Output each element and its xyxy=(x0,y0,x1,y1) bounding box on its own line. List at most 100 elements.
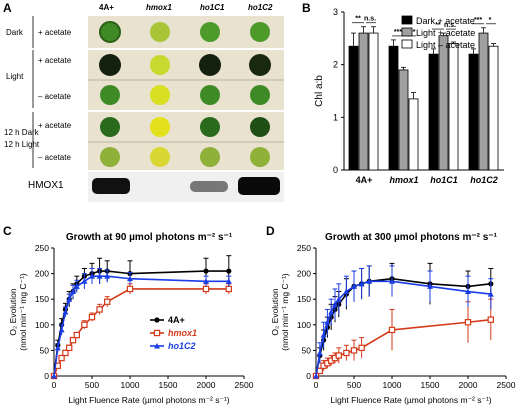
data-point xyxy=(66,296,73,302)
legend-label: 4A+ xyxy=(168,315,185,325)
x-tick-label: 2500 xyxy=(235,380,254,390)
legend-swatch xyxy=(401,39,413,49)
y-axis-label-units: (nmol min⁻¹ mg C⁻¹) xyxy=(18,273,28,351)
x-tick-label: 500 xyxy=(347,380,361,390)
x-tick-label: 2500 xyxy=(497,380,516,390)
data-point xyxy=(487,316,494,323)
legend-label: ho1C2 xyxy=(168,341,196,351)
x-tick-label: ho1C1 xyxy=(430,175,458,185)
y-axis-label: Chl a:b xyxy=(314,75,325,107)
data-point xyxy=(73,283,80,289)
col-header-ho1c1: ho1C1 xyxy=(200,3,225,12)
col-header-hmox1: hmox1 xyxy=(146,3,172,12)
bar xyxy=(468,53,479,171)
y-axis-label: O₂ Evolution xyxy=(8,288,18,336)
panel-b-letter: B xyxy=(302,1,311,15)
x-tick-label: 0 xyxy=(314,380,319,390)
y-tick-label: 1 xyxy=(333,112,338,122)
chart-c: Growth at 90 µmol photons m⁻² s⁻¹ 0 50 100 1… xyxy=(8,232,254,405)
data-point xyxy=(350,347,358,354)
data-point xyxy=(343,349,350,357)
row-label-light: Light xyxy=(6,72,24,81)
legend-swatch xyxy=(401,27,413,37)
sig-mark: n.s. xyxy=(364,16,376,23)
legend-swatch xyxy=(401,15,413,25)
sig-mark: ** xyxy=(435,22,441,29)
chart-title: Growth at 90 µmol photons m⁻² s⁻¹ xyxy=(66,232,233,243)
y-tick-label: 2 xyxy=(333,60,338,70)
data-point xyxy=(335,296,342,302)
legend-marker xyxy=(153,329,161,337)
data-point xyxy=(225,285,232,293)
y-tick-label: 200 xyxy=(35,269,49,279)
y-tick-label: 250 xyxy=(35,243,49,253)
row-label-dark: Dark xyxy=(6,28,23,37)
x-tick-label: 4A+ xyxy=(356,175,373,185)
data-point xyxy=(427,283,433,289)
data-point xyxy=(203,268,209,274)
data-point xyxy=(389,278,395,284)
data-point xyxy=(487,291,494,297)
sig-mark: n.s. xyxy=(444,22,456,29)
y-tick-label: 50 xyxy=(302,345,312,355)
row-treat-3: + acetate xyxy=(38,121,72,130)
x-tick-label: 1000 xyxy=(383,380,402,390)
row-treat-2: – acetate xyxy=(38,92,71,101)
bar xyxy=(448,43,459,171)
data-point xyxy=(62,349,69,357)
chart-title: Growth at 300 µmol photons m⁻² s⁻¹ xyxy=(325,232,498,243)
data-point xyxy=(351,283,357,289)
row-treat-0: + acetate xyxy=(38,28,72,37)
data-point xyxy=(96,273,103,279)
y-tick-label: 150 xyxy=(35,294,49,304)
data-point xyxy=(313,373,319,379)
data-point xyxy=(328,309,335,315)
legend-label: hmox1 xyxy=(168,328,197,338)
y-tick-label: 250 xyxy=(297,243,311,253)
row-treat-1: + acetate xyxy=(38,56,72,65)
data-point xyxy=(366,278,373,284)
data-point xyxy=(203,278,209,284)
series-line xyxy=(315,277,491,377)
bar xyxy=(488,45,499,171)
data-point xyxy=(332,301,338,307)
x-tick-label: 0 xyxy=(52,380,57,390)
data-point xyxy=(73,331,80,339)
legend-marker xyxy=(154,317,160,323)
data-point xyxy=(388,326,396,334)
data-point xyxy=(464,319,472,326)
data-point xyxy=(88,313,96,321)
y-tick-label: 3 xyxy=(333,7,338,17)
data-point xyxy=(126,285,134,293)
sig-mark: ** xyxy=(355,16,361,23)
panel-d-letter: D xyxy=(266,224,275,238)
panel-c-letter: C xyxy=(3,224,12,238)
series-line xyxy=(53,270,229,377)
data-point xyxy=(343,288,350,295)
data-point xyxy=(127,275,133,282)
panel-a-plate: 4A+ hmox1 ho1C1 ho1C2 Dark + acetate Lig… xyxy=(0,0,290,218)
data-point xyxy=(81,278,88,284)
y-tick-label: 0 xyxy=(306,371,311,381)
y-tick-label: 0 xyxy=(44,371,49,381)
blot-label: HMOX1 xyxy=(28,180,64,191)
data-point xyxy=(69,336,77,344)
x-tick-label: 2000 xyxy=(197,380,216,390)
y-tick-label: 150 xyxy=(297,294,311,304)
data-point xyxy=(358,344,365,352)
data-point xyxy=(89,273,95,279)
chart-d: Growth at 300 µmol photons m⁻² s⁻¹ 0 50 100… xyxy=(270,232,516,405)
bar xyxy=(368,32,379,171)
bar xyxy=(388,45,399,171)
bar xyxy=(358,32,369,171)
data-point xyxy=(465,288,471,295)
x-axis-label: Light Fluence Rate (µmol photons m⁻² s⁻¹… xyxy=(68,395,229,405)
sig-mark: *** xyxy=(394,29,402,36)
bar xyxy=(398,69,409,171)
legend-marker xyxy=(154,343,160,349)
row-label-12h-light: 12 h Light xyxy=(4,140,40,149)
series-line xyxy=(53,275,229,377)
data-point xyxy=(58,354,65,362)
data-point xyxy=(320,332,327,338)
bar xyxy=(438,35,449,171)
